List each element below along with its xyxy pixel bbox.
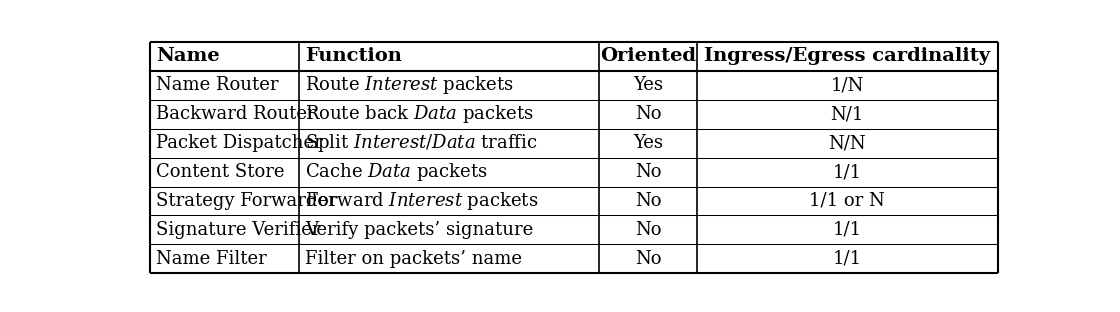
Text: 1/N: 1/N: [831, 76, 864, 94]
Text: 1/1: 1/1: [832, 250, 861, 268]
Text: Split $\mathit{Interest}$/$\mathit{Data}$ traffic: Split $\mathit{Interest}$/$\mathit{Data}…: [305, 132, 538, 154]
Text: No: No: [635, 250, 662, 268]
Text: N/1: N/1: [831, 105, 864, 123]
Text: Name: Name: [157, 47, 221, 65]
Text: Cache $\mathit{Data}$ packets: Cache $\mathit{Data}$ packets: [305, 161, 487, 183]
Text: Packet Dispatcher: Packet Dispatcher: [157, 134, 324, 152]
Text: N/N: N/N: [829, 134, 866, 152]
Text: Yes: Yes: [633, 134, 663, 152]
Text: Oriented: Oriented: [600, 47, 697, 65]
Text: Backward Router: Backward Router: [157, 105, 316, 123]
Text: Route back $\mathit{Data}$ packets: Route back $\mathit{Data}$ packets: [305, 103, 533, 125]
Text: Verify packets’ signature: Verify packets’ signature: [305, 221, 533, 239]
Text: Name Filter: Name Filter: [157, 250, 268, 268]
Text: No: No: [635, 192, 662, 210]
Text: Name Router: Name Router: [157, 76, 279, 94]
Text: Content Store: Content Store: [157, 163, 284, 181]
Text: 1/1: 1/1: [832, 163, 861, 181]
Text: Function: Function: [305, 47, 402, 65]
Text: No: No: [635, 105, 662, 123]
Text: No: No: [635, 163, 662, 181]
Text: Route $\mathit{Interest}$ packets: Route $\mathit{Interest}$ packets: [305, 74, 514, 96]
Text: 1/1 or N: 1/1 or N: [810, 192, 885, 210]
Text: Signature Verifier: Signature Verifier: [157, 221, 321, 239]
Text: Filter on packets’ name: Filter on packets’ name: [305, 250, 522, 268]
Text: Strategy Forwarder: Strategy Forwarder: [157, 192, 337, 210]
Text: No: No: [635, 221, 662, 239]
Text: Forward $\mathit{Interest}$ packets: Forward $\mathit{Interest}$ packets: [305, 190, 538, 212]
Text: 1/1: 1/1: [832, 221, 861, 239]
Text: Yes: Yes: [633, 76, 663, 94]
Text: Ingress/Egress cardinality: Ingress/Egress cardinality: [704, 47, 990, 65]
